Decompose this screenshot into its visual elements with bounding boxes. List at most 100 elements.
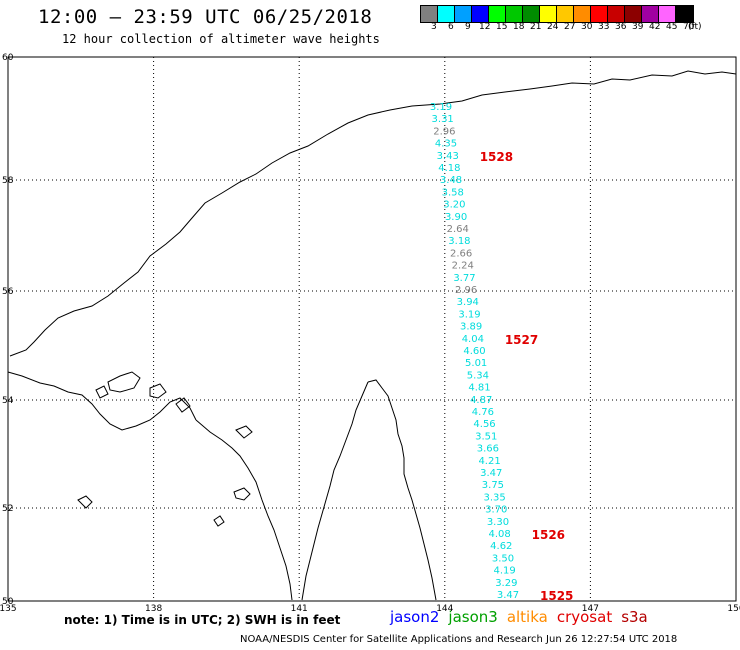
footnote: note: 1) Time is in UTC; 2) SWH is in fe… <box>64 613 341 627</box>
island-1 <box>107 371 141 393</box>
swh-value: 4.60 <box>463 346 485 357</box>
swh-value: 3.50 <box>492 553 514 564</box>
lat-tick-label: 50 <box>2 597 14 607</box>
swh-value: 3.89 <box>460 322 482 333</box>
swh-value: 4.18 <box>438 163 460 174</box>
legend-label: 70 <box>683 22 695 32</box>
swh-value: 2.64 <box>447 224 469 235</box>
lat-lon-grid: 135 138 141 144 147 150 60 58 56 54 52 50 <box>0 53 740 614</box>
satellite-legend-item: jason3 <box>448 608 498 626</box>
island-4 <box>175 397 191 413</box>
swh-value: 3.75 <box>482 480 504 491</box>
swh-value: 3.48 <box>440 175 462 186</box>
swh-value: 4.81 <box>468 383 490 394</box>
swh-value: 3.20 <box>443 200 465 211</box>
swh-value: 2.96 <box>433 126 455 137</box>
swh-value: 3.19 <box>458 309 480 320</box>
legend-label: 42 <box>649 22 661 32</box>
swh-value: 4.76 <box>472 407 494 418</box>
swh-value: 3.77 <box>453 273 475 284</box>
island-8 <box>213 515 225 527</box>
lat-tick-label: 52 <box>2 504 13 514</box>
legend-swatch <box>489 6 506 22</box>
legend-label: 30 <box>581 22 593 32</box>
altimeter-track: 3.19 3.312.96 4.353.434.183.483.58 3.203.90… <box>430 102 519 601</box>
legend-label: 45 <box>666 22 678 32</box>
legend-swatch <box>455 6 472 22</box>
legend-swatch <box>421 6 438 22</box>
lon-tick-label: 150 <box>727 604 740 614</box>
swh-value: 4.04 <box>462 334 484 345</box>
legend-label: 6 <box>448 22 454 32</box>
map-subtitle: 12 hour collection of altimeter wave hei… <box>62 32 380 46</box>
legend-unit: (ft) <box>688 22 702 32</box>
legend-swatch <box>574 6 591 22</box>
swh-value: 3.94 <box>457 297 479 308</box>
swh-value: 3.66 <box>477 444 499 455</box>
color-legend <box>420 5 694 23</box>
satellite-legend-item: altika <box>506 608 548 626</box>
swh-value: 3.31 <box>432 114 454 125</box>
legend-label: 39 <box>632 22 644 32</box>
island-7 <box>235 425 253 439</box>
swh-value: 4.35 <box>435 139 457 150</box>
swh-value: 3.58 <box>442 187 464 198</box>
swh-value: 3.47 <box>497 590 519 601</box>
legend-label: 21 <box>530 22 542 32</box>
lon-tick-label: 138 <box>145 604 162 614</box>
color-legend-labels: 3 6 9 12 15 18 21 24 27 30 33 36 39 42 45 70 (ft) <box>420 22 740 34</box>
pass-labels: 1528 1527 1526 1525 <box>480 150 574 603</box>
sakhalin-island <box>301 379 437 601</box>
swh-value: 2.66 <box>450 248 472 259</box>
pass-label: 1526 <box>532 528 565 542</box>
lon-tick-label: 141 <box>291 604 308 614</box>
swh-value: 3.51 <box>475 431 497 442</box>
legend-swatch <box>506 6 523 22</box>
legend-label: 15 <box>496 22 508 32</box>
swh-value: 4.56 <box>473 419 495 430</box>
legend-swatch <box>438 6 455 22</box>
legend-label: 18 <box>513 22 525 32</box>
legend-swatch <box>625 6 642 22</box>
legend-label: 24 <box>547 22 559 32</box>
swh-value: 3.30 <box>487 517 509 528</box>
pass-label: 1527 <box>505 333 538 347</box>
island-6 <box>77 495 93 509</box>
legend-label: 9 <box>465 22 471 32</box>
satellite-legend-item: jason2 <box>390 608 440 626</box>
swh-value: 2.24 <box>452 261 474 272</box>
swh-value: 4.62 <box>490 541 512 552</box>
swh-value: 3.35 <box>483 492 505 503</box>
swh-value: 3.47 <box>480 468 502 479</box>
swh-value: 3.90 <box>445 212 467 223</box>
swh-value: 3.29 <box>495 578 517 589</box>
legend-swatch <box>642 6 659 22</box>
swh-value: 4.19 <box>494 566 516 577</box>
satellite-legend-item: cryosat <box>556 608 613 626</box>
legend-label: 3 <box>431 22 437 32</box>
legend-swatch <box>659 6 676 22</box>
lon-tick-label: 135 <box>0 604 17 614</box>
swh-value: 3.43 <box>437 151 459 162</box>
lat-tick-label: 58 <box>2 176 14 186</box>
coastline-mainland-south <box>195 419 293 601</box>
legend-swatch <box>557 6 574 22</box>
legend-swatch <box>523 6 540 22</box>
swh-value: 4.87 <box>470 395 492 406</box>
satellite-legend: jason2 jason3 altika cryosat s3a <box>390 608 657 626</box>
legend-label: 36 <box>615 22 627 32</box>
legend-label: 27 <box>564 22 576 32</box>
credit-line: NOAA/NESDIS Center for Satellite Applica… <box>240 634 678 645</box>
legend-swatch <box>540 6 557 22</box>
satellite-legend-item: s3a <box>621 608 648 626</box>
coastline <box>7 70 737 601</box>
swh-value: 4.21 <box>478 456 500 467</box>
island-2 <box>149 383 167 399</box>
lon-tick-label: 147 <box>582 604 599 614</box>
map-title: 12:00 – 23:59 UTC 06/25/2018 <box>38 6 373 28</box>
coastline-north <box>9 70 737 357</box>
lat-tick-label: 60 <box>2 53 14 63</box>
pass-label: 1525 <box>540 589 573 603</box>
swh-value: 5.34 <box>467 370 489 381</box>
